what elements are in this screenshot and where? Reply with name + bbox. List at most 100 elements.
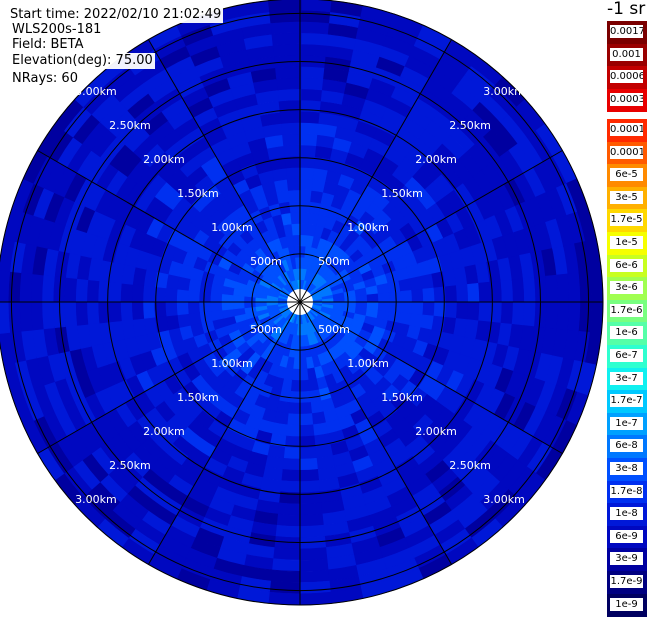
heatmap-bin [0, 300, 11, 334]
heatmap-bin [298, 469, 320, 482]
heatmap-bin [286, 413, 301, 426]
heatmap-bin [299, 424, 315, 437]
colorbar-tick-label: 1.7e-6 [610, 303, 643, 317]
heatmap-bin [298, 502, 323, 516]
heatmap-bin [276, 190, 291, 204]
heatmap-bin [283, 144, 301, 158]
heatmap-bin [278, 480, 301, 494]
ppi-plot: 500m 500m 500m 500m 1.00km 1.00km 1.00km 1.00km… [0, 0, 604, 606]
heatmap-bin [75, 277, 89, 303]
heatmap-bin [511, 278, 525, 304]
heatmap-bin [578, 301, 593, 334]
heatmap-bin [41, 273, 55, 303]
heatmap-bin [64, 300, 78, 327]
nrays-label: NRays: 60 [12, 71, 78, 86]
heatmap-bin [86, 278, 100, 303]
ring-label: 2.00km [143, 153, 185, 166]
colorbar-tick-label: 1e-9 [610, 597, 643, 611]
heatmap-bin [270, 21, 302, 35]
heatmap-bin [299, 178, 314, 191]
heatmap-bin [268, 580, 301, 595]
heatmap-bin [299, 413, 314, 426]
heatmap-bin [291, 223, 301, 236]
azimuth-spoke [299, 39, 452, 303]
colorbar-tick-label: 0.00017 [610, 123, 643, 136]
ring-label: 2.50km [109, 459, 151, 472]
ring-label: 3.00km [75, 85, 117, 98]
colorbar-tick-label: 0.0006 [610, 70, 643, 84]
heatmap-bin [275, 66, 302, 80]
heatmap-bin [209, 301, 223, 312]
heatmap-bin [86, 300, 100, 325]
azimuth-spoke [299, 301, 563, 454]
heatmap-bin [188, 311, 202, 326]
heatmap-bin [198, 301, 212, 313]
polar-grid [0, 0, 604, 606]
ring-label: 1.00km [347, 357, 389, 370]
heatmap-bin [299, 167, 315, 180]
heatmap-bin [567, 272, 581, 304]
heatmap-bin [281, 457, 301, 471]
heatmap-bin [287, 402, 301, 415]
heatmap-bin [400, 289, 413, 303]
colorbar-tick-label: 1.7e-9 [610, 575, 643, 588]
heatmap-bin [333, 296, 346, 303]
heatmap-bin [299, 457, 318, 471]
heatmap-bin [556, 273, 570, 304]
heatmap-bin [400, 301, 413, 315]
heatmap-bin [0, 268, 11, 303]
heatmap-bin [478, 301, 492, 324]
heatmap-bin [299, 379, 310, 393]
colorbar-tick-label: 3e-9 [610, 552, 643, 566]
ring-label: 1.50km [381, 187, 423, 200]
azimuth-spoke [299, 301, 452, 565]
heatmap-bin [522, 277, 536, 304]
heatmap-bin [266, 591, 301, 606]
ring-label: 1.50km [177, 187, 219, 200]
azimuth-spoke [37, 301, 301, 454]
heatmap-bin [254, 301, 267, 308]
heatmap-bin [142, 284, 156, 303]
heatmap-bin [30, 272, 44, 303]
heatmap-bin [309, 400, 324, 414]
heatmap-bin [299, 368, 309, 381]
heatmap-bin [243, 301, 256, 309]
heatmap-bin [280, 122, 302, 135]
heatmap-bin [64, 276, 78, 303]
ring-label: 2.50km [449, 119, 491, 132]
heatmap-bin [589, 301, 604, 336]
ring-label: 2.50km [109, 119, 151, 132]
heatmap-bin [108, 280, 122, 303]
heatmap-bin [298, 513, 324, 527]
heatmap-bin [545, 274, 559, 304]
heatmap-bin [299, 402, 313, 415]
ring-label: 1.50km [177, 391, 219, 404]
heatmap-bin [275, 513, 301, 527]
heatmap-bin [269, 9, 302, 24]
heatmap-bin [232, 301, 245, 310]
ring-label: 2.00km [415, 425, 457, 438]
heatmap-bin [299, 32, 330, 46]
heatmap-bin [298, 547, 328, 561]
heatmap-bin [75, 300, 89, 326]
ring-label: 1.50km [381, 391, 423, 404]
heatmap-bin [299, 189, 313, 202]
heatmap-bin [377, 292, 391, 303]
colorbar-tick-label: 1e-5 [610, 236, 643, 249]
heatmap-bin [299, 0, 334, 13]
heatmap-bin [289, 200, 301, 214]
heatmap-bin [388, 291, 402, 303]
colorbar-unit: -1 sr [607, 0, 646, 19]
azimuth-spoke [37, 150, 301, 303]
heatmap-bin [467, 301, 480, 322]
heatmap-bin [522, 301, 536, 328]
heatmap-bin [310, 411, 327, 426]
heatmap-bin [556, 301, 570, 332]
heatmap-bin [279, 110, 302, 124]
heatmap-bin [267, 0, 302, 13]
heatmap-bin [282, 133, 301, 147]
heatmap-bin [165, 301, 178, 317]
ring-label: 2.00km [415, 153, 457, 166]
colorbar-tick-label: 1.7e-5 [610, 213, 643, 227]
colorbar-tick-label: 0.0003 [610, 92, 643, 106]
